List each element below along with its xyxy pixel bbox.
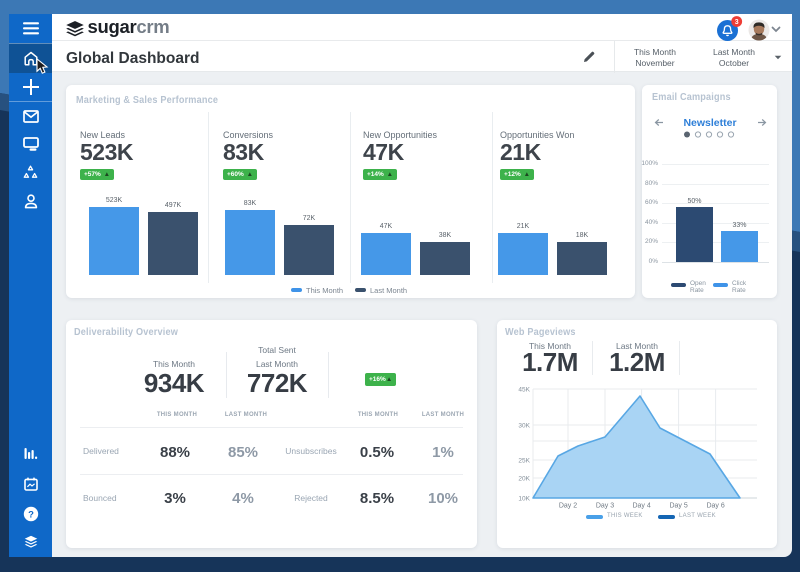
svg-text:30K: 30K <box>518 423 530 430</box>
svg-text:Day 6: Day 6 <box>706 503 724 510</box>
svg-text:3: 3 <box>735 19 739 26</box>
svg-text:10K: 10K <box>518 496 530 503</box>
svg-text:Day 3: Day 3 <box>596 503 614 510</box>
svg-text:Day 4: Day 4 <box>632 503 650 510</box>
svg-text:20K: 20K <box>518 476 530 483</box>
svg-text:25K: 25K <box>518 458 530 465</box>
svg-text:Day 2: Day 2 <box>559 503 577 510</box>
svg-text:Day 5: Day 5 <box>669 503 687 510</box>
svg-text:45K: 45K <box>518 387 530 394</box>
svg-text:?: ? <box>28 509 34 520</box>
